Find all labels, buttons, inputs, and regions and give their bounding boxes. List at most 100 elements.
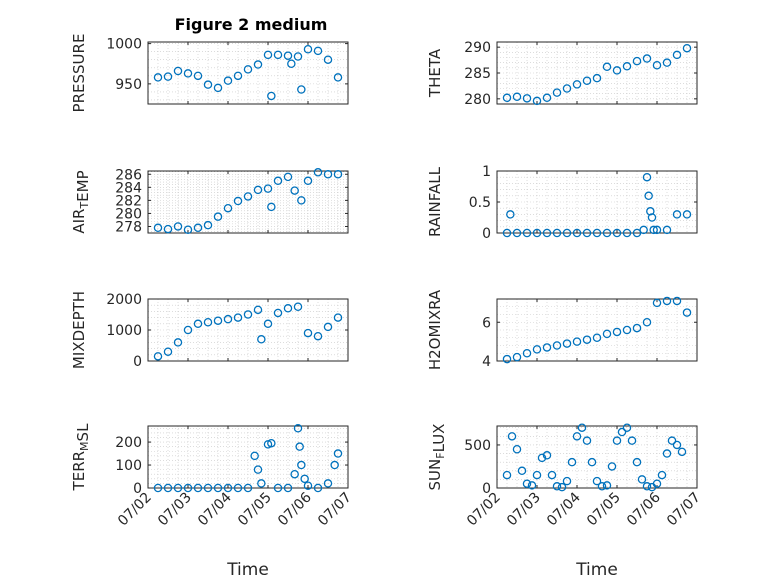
data-point [173,338,183,347]
data-point [642,54,652,63]
data-point [506,210,515,219]
y-axis-label: AIRTEMP [70,170,92,233]
subplot-mixdepth: 0 1000 2000 MIXDEPTH [70,291,349,370]
x-tick-label: 07/05 [584,490,624,530]
data-point [622,325,632,335]
data-point [293,424,303,433]
y-axis-label: PRESSURE [70,34,88,113]
data-point [662,58,672,67]
data-point [330,460,339,470]
data-point [323,55,333,64]
data-point [612,228,622,238]
y-tick-label: 1000 [106,323,142,339]
data-point [193,223,203,233]
data-point [642,172,652,182]
data-point [293,52,303,61]
x-tick-label: 07/03 [504,490,544,530]
data-point [672,50,682,60]
data-point [243,65,253,74]
data-point [153,352,163,361]
data-point [562,339,572,348]
data-point [532,96,542,106]
data-point [647,213,657,222]
data-point [602,62,612,72]
x-tick-label: 07/04 [195,489,235,529]
y-tick-label: 0 [482,226,491,242]
y-tick-label: 282 [115,193,142,209]
data-point [657,470,667,480]
data-point [597,482,607,491]
y-tick-label: 280 [464,92,491,108]
data-point [527,481,537,490]
data-point [652,225,662,235]
data-point [592,333,602,342]
data-point [502,354,512,364]
data-point [203,483,213,493]
data-point [532,228,542,238]
data-point [213,316,223,325]
data-point [652,61,662,70]
x-axis-label: Time [226,560,269,580]
data-point [662,449,672,458]
data-point [273,176,283,186]
y-tick-label: 200 [115,435,142,451]
axes-box [147,170,349,234]
data-point [532,470,542,480]
data-point [587,457,597,467]
data-point [592,228,602,238]
data-point [297,460,306,470]
data-point [163,224,173,234]
data-point [163,347,173,356]
data-point [562,476,572,486]
data-point [522,94,532,103]
data-point [652,479,662,488]
y-tick-label: 0 [482,481,491,497]
data-point [303,328,313,338]
data-point [223,483,233,493]
data-point [602,481,612,490]
data-point [572,337,582,346]
figure-title: Figure 2 medium [175,15,328,34]
y-tick-label: 0.5 [469,195,491,211]
data-points [502,43,692,106]
data-point [303,44,313,54]
y-tick-label: 100 [115,458,142,474]
data-point [303,176,313,186]
data-point [562,228,572,238]
data-point [552,88,562,97]
data-point [637,475,647,484]
data-point [233,196,243,206]
y-tick-label: 950 [115,77,142,93]
data-point [183,69,193,78]
data-point [512,92,522,102]
grid-lines [147,171,349,233]
axes-box [496,298,698,362]
y-tick-label: 2000 [106,292,142,308]
data-point [532,345,542,354]
data-point [213,483,223,493]
data-point [502,470,512,480]
data-point [662,225,672,235]
data-point [213,83,223,93]
data-point [263,184,273,193]
data-point [542,343,552,352]
data-point [622,228,632,238]
data-points [502,296,692,364]
data-point [572,432,582,441]
data-point [223,314,233,324]
data-point [582,228,592,238]
data-point [153,73,163,82]
data-point [323,322,333,332]
data-point [612,327,622,337]
subplot-theta: 280 285 290 THETA [426,40,698,108]
data-point [502,93,512,103]
data-point [233,483,243,493]
data-points [153,302,343,361]
data-point [512,228,522,238]
data-point [163,72,173,81]
y-axis-label: SUNFLUX [426,424,448,491]
data-point [273,308,283,318]
y-tick-label: 4 [482,354,491,370]
data-points [153,168,343,234]
